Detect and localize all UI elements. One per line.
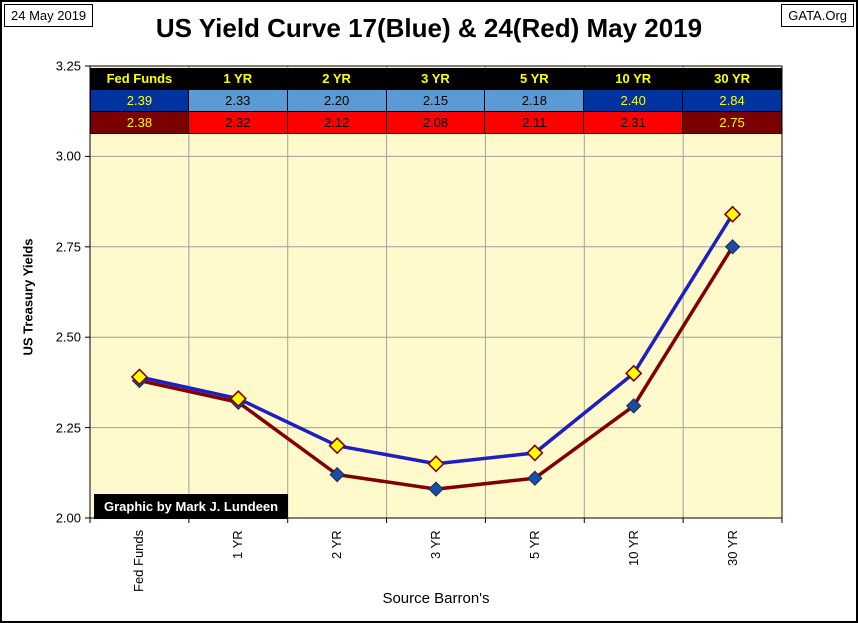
x-tick-label: 2 YR — [329, 530, 345, 559]
table-blue-cell: 2.84 — [683, 90, 782, 112]
series-blue-point — [328, 437, 346, 455]
series-blue-point — [427, 455, 445, 473]
y-tick-label: 2.50 — [55, 329, 81, 345]
credit-label: Graphic by Mark J. Lundeen — [94, 494, 289, 519]
x-axis-label: Source Barron's — [382, 590, 490, 607]
table-blue-cell: 2.15 — [386, 90, 486, 112]
x-tick-label: 30 YR — [724, 530, 740, 566]
table-header-cell: 2 YR — [287, 68, 387, 90]
table-blue-cell: 2.20 — [287, 90, 387, 112]
table-red-cell: 2.38 — [90, 112, 189, 134]
table-header-cell: 5 YR — [485, 68, 585, 90]
table-blue-cell: 2.39 — [90, 90, 189, 112]
table-header-cell: 3 YR — [386, 68, 486, 90]
table-red-cell: 2.31 — [584, 112, 684, 134]
y-tick-label: 2.75 — [55, 239, 81, 255]
table-red-cell: 2.32 — [188, 112, 288, 134]
table-red-cell: 2.75 — [683, 112, 782, 134]
table-header-cell: Fed Funds — [90, 68, 189, 90]
table-blue-cell: 2.33 — [188, 90, 288, 112]
series-red-point — [428, 481, 444, 497]
series-red-point — [626, 398, 642, 414]
x-tick-label: 1 YR — [230, 530, 246, 559]
y-tick-label: 3.25 — [55, 58, 81, 74]
series-blue-point — [723, 205, 742, 223]
source-label: GATA.Org — [781, 4, 854, 27]
table-red-cell: 2.12 — [287, 112, 387, 134]
plot-border — [89, 65, 783, 519]
series-red-point — [527, 470, 543, 486]
chart-title: US Yield Curve 17(Blue) & 24(Red) May 20… — [155, 13, 703, 43]
table-blue-cell: 2.18 — [485, 90, 585, 112]
plot-area — [89, 65, 783, 519]
y-axis-label: US Treasury Yields — [20, 238, 36, 356]
series-red-point — [329, 466, 345, 483]
x-tick-label: 10 YR — [625, 530, 641, 566]
table-header-cell: 10 YR — [584, 68, 684, 90]
table-red-cell: 2.11 — [485, 112, 585, 134]
series-red-point — [724, 239, 741, 255]
y-tick-label: 2.25 — [55, 420, 81, 436]
table-header-cell: 1 YR — [188, 68, 288, 90]
y-tick-label: 3.00 — [55, 148, 81, 164]
series-blue-point — [526, 444, 544, 462]
table-header-cell: 30 YR — [683, 68, 782, 90]
x-tick-label: 3 YR — [428, 530, 443, 559]
x-tick-label: 5 YR — [526, 530, 542, 559]
table-blue-cell: 2.40 — [584, 90, 684, 112]
series-blue-point — [229, 390, 247, 408]
series-blue-point — [130, 368, 149, 386]
y-tick-label: 2.00 — [55, 510, 81, 526]
series-blue-point — [625, 364, 643, 382]
table-red-cell: 2.08 — [386, 112, 486, 134]
x-tick-label: Fed Funds — [131, 529, 147, 592]
date-label: 24 May 2019 — [4, 4, 94, 27]
